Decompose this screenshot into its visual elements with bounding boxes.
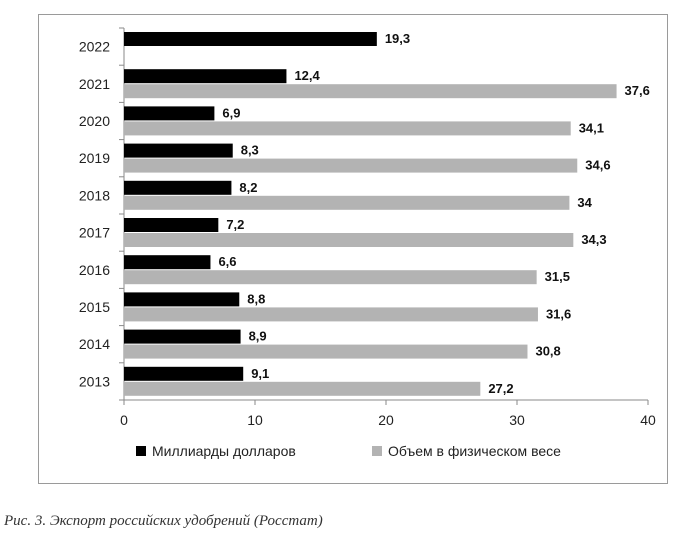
data-label: 8,3	[241, 143, 259, 158]
bar-weight	[124, 344, 528, 359]
bar-weight	[124, 233, 574, 247]
bar-usd	[124, 143, 233, 158]
bar-weight	[124, 84, 617, 99]
legend-swatch	[372, 446, 382, 456]
data-label: 12,4	[294, 68, 320, 83]
x-tick-label: 0	[120, 412, 128, 428]
bar-usd	[124, 366, 244, 381]
bar-usd	[124, 292, 240, 307]
bar-usd	[124, 106, 215, 121]
x-tick-label: 10	[247, 412, 263, 428]
bar-usd	[124, 180, 232, 195]
bar-usd	[124, 255, 211, 270]
bar-usd	[124, 32, 377, 46]
y-tick-label: 2015	[79, 299, 110, 315]
y-tick-label: 2019	[79, 150, 110, 166]
data-label: 7,2	[226, 217, 244, 232]
y-tick-label: 2014	[79, 336, 110, 352]
data-label: 9,1	[251, 366, 269, 381]
y-tick-label: 2020	[79, 113, 110, 129]
bar-usd	[124, 218, 219, 232]
data-label: 8,8	[247, 291, 265, 306]
bar-weight	[124, 270, 537, 285]
bar-usd	[124, 329, 241, 344]
x-tick-label: 40	[640, 412, 656, 428]
data-label: 34	[577, 195, 592, 210]
bar-weight	[124, 121, 571, 136]
data-label: 19,3	[385, 31, 410, 46]
bar-chart: 0 10 20 30 40 2022 19,3 2021 12,4 37,6 2020 6,9 34,1…	[79, 27, 656, 459]
data-label: 34,1	[579, 120, 604, 135]
data-label: 6,6	[218, 254, 236, 269]
data-label: 30,8	[535, 344, 560, 359]
bar-weight	[124, 307, 538, 322]
y-tick-label: 2022	[79, 39, 110, 55]
data-label: 34,6	[585, 158, 610, 173]
y-tick-label: 2017	[79, 225, 110, 241]
data-label: 8,2	[239, 180, 257, 195]
data-label: 8,9	[249, 329, 267, 344]
bar-weight	[124, 158, 578, 173]
data-label: 34,3	[581, 232, 606, 247]
data-label: 27,2	[488, 381, 513, 396]
bar-usd	[124, 69, 287, 84]
y-tick-label: 2021	[79, 76, 110, 92]
data-label: 31,6	[546, 306, 571, 321]
figure-caption: Рис. 3. Экспорт российских удобрений (Ро…	[4, 513, 323, 529]
data-label: 37,6	[625, 83, 650, 98]
x-tick-label: 30	[509, 412, 525, 428]
legend-label: Объем в физическом весе	[388, 443, 561, 459]
x-tick-label: 20	[378, 412, 394, 428]
data-label: 6,9	[222, 105, 240, 120]
bar-weight	[124, 195, 570, 210]
bar-weight	[124, 381, 481, 396]
data-label: 31,5	[545, 269, 570, 284]
y-tick-label: 2013	[79, 373, 110, 389]
y-tick-label: 2018	[79, 187, 110, 203]
legend-swatch	[136, 446, 146, 456]
y-tick-label: 2016	[79, 262, 110, 278]
legend-label: Миллиарды долларов	[152, 443, 296, 459]
